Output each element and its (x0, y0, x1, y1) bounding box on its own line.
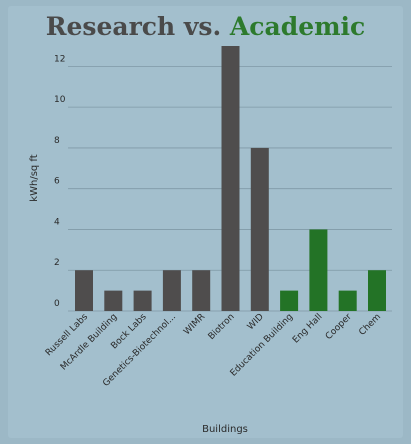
bar-mcardle-building (104, 290, 123, 311)
x-tick-label: Chem (357, 312, 383, 338)
bar-cooper (338, 290, 357, 311)
y-tick-label: 10 (54, 95, 66, 105)
bars (75, 46, 386, 311)
y-tick-label: 6 (54, 177, 60, 187)
y-axis-label: kWh/sq ft (29, 154, 40, 201)
title-academic: Academic (229, 12, 366, 41)
bar-education-building (280, 290, 299, 311)
bar-bock-labs (133, 290, 152, 311)
bar-wid (250, 147, 269, 311)
y-tick-label: 12 (54, 54, 65, 64)
bar-genetics-biotechnol (162, 270, 181, 311)
x-tick-label: Biotron (207, 312, 237, 342)
chart-title: Research vs. Academic (0, 12, 411, 41)
bar-wimr (192, 270, 211, 311)
y-tick-label: 2 (54, 258, 60, 268)
bar-chem (368, 270, 386, 311)
x-tick-label: Eng Hall (291, 312, 324, 345)
chart-panel (8, 6, 403, 438)
bar-eng-hall (309, 229, 328, 311)
x-tick-label: WID (246, 312, 266, 332)
x-axis-label: Buildings (202, 424, 248, 435)
x-tick-label: Cooper (324, 312, 354, 342)
x-tick-label: WIMR (182, 312, 207, 337)
y-axis-ticks: 0 2 4 6 8 10 12 (54, 54, 66, 309)
bar-russell-labs (75, 270, 93, 311)
title-research: Research vs. (45, 12, 222, 41)
y-tick-label: 4 (54, 217, 60, 227)
y-tick-label: 0 (54, 299, 60, 309)
y-tick-label: 8 (54, 136, 60, 146)
bar-biotron (221, 46, 240, 311)
